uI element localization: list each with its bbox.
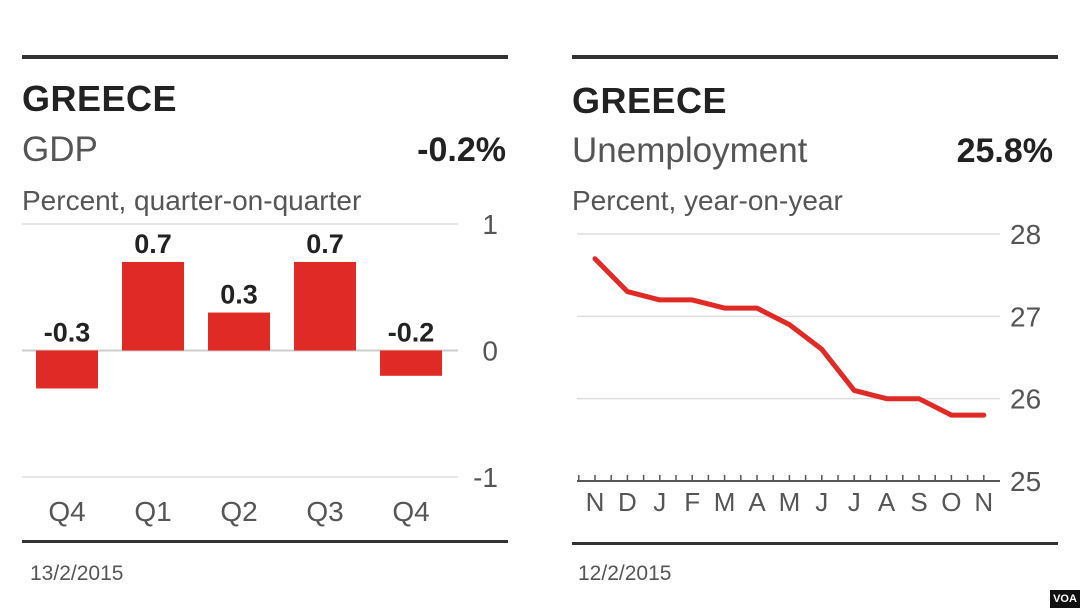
bar	[208, 312, 270, 351]
x-tick-label: Q3	[306, 496, 343, 527]
x-tick-label: J	[815, 487, 828, 517]
y-tick-label: 27	[1010, 301, 1041, 332]
data-label: 0.7	[306, 229, 344, 259]
gdp-bar-chart: 1 0 -1 -0.3 Q4 0.7 Q1 0.3 Q2 0.7 Q3 -0.2 Q4	[22, 209, 498, 527]
gdp-panel: GREECE GDP -0.2% Percent, quarter-on-qua…	[22, 55, 508, 585]
y-tick-label: 28	[1010, 219, 1041, 250]
unit-label: Percent, quarter-on-quarter	[22, 185, 362, 216]
x-tick-label: D	[618, 487, 637, 517]
headline-value: 25.8%	[956, 132, 1053, 170]
bar	[294, 261, 356, 351]
bottom-rule	[22, 540, 508, 543]
bar	[36, 350, 98, 389]
top-rule	[572, 55, 1058, 59]
x-tick-label: M	[714, 487, 736, 517]
data-label: -0.2	[388, 318, 435, 348]
y-tick-label: 25	[1010, 466, 1041, 497]
data-label: 0.7	[134, 229, 172, 259]
x-tick-label: A	[878, 487, 896, 517]
chart-title: GREECE	[22, 78, 178, 119]
x-tick-label: Q2	[220, 496, 257, 527]
unemployment-panel: GREECE Unemployment 25.8% Percent, year-…	[540, 0, 1080, 608]
bar	[380, 350, 442, 376]
metric-label: Unemployment	[572, 131, 808, 170]
x-tick-label: S	[910, 487, 927, 517]
bottom-rule	[572, 542, 1058, 545]
date-label: 13/2/2015	[30, 562, 124, 585]
headline-value: -0.2%	[417, 131, 506, 169]
x-tick-label: F	[684, 487, 700, 517]
x-tick-label: J	[848, 487, 861, 517]
x-tick-label: N	[586, 487, 605, 517]
data-label: -0.3	[44, 318, 91, 348]
metric-label: GDP	[22, 130, 98, 169]
x-tick-label: J	[653, 487, 666, 517]
x-tick-label: Q4	[392, 496, 429, 527]
top-rule	[22, 55, 508, 59]
y-tick-label: 1	[482, 209, 498, 240]
series-line	[592, 256, 987, 418]
y-tick-label: 0	[482, 336, 498, 367]
x-tick-label: Q4	[48, 496, 85, 527]
x-tick-label: N	[974, 487, 993, 517]
voa-logo: VOA	[1050, 590, 1080, 608]
chart-title: GREECE	[572, 80, 728, 121]
x-tick-label: Q1	[134, 496, 171, 527]
data-label: 0.3	[220, 280, 258, 310]
y-tick-label: 26	[1010, 384, 1041, 415]
bar	[122, 261, 184, 351]
x-tick-label: M	[779, 487, 801, 517]
x-tick-label: A	[748, 487, 766, 517]
x-tick-label: O	[941, 487, 961, 517]
unit-label: Percent, year-on-year	[572, 185, 843, 216]
date-label: 12/2/2015	[578, 562, 672, 585]
y-tick-label: -1	[473, 462, 498, 493]
